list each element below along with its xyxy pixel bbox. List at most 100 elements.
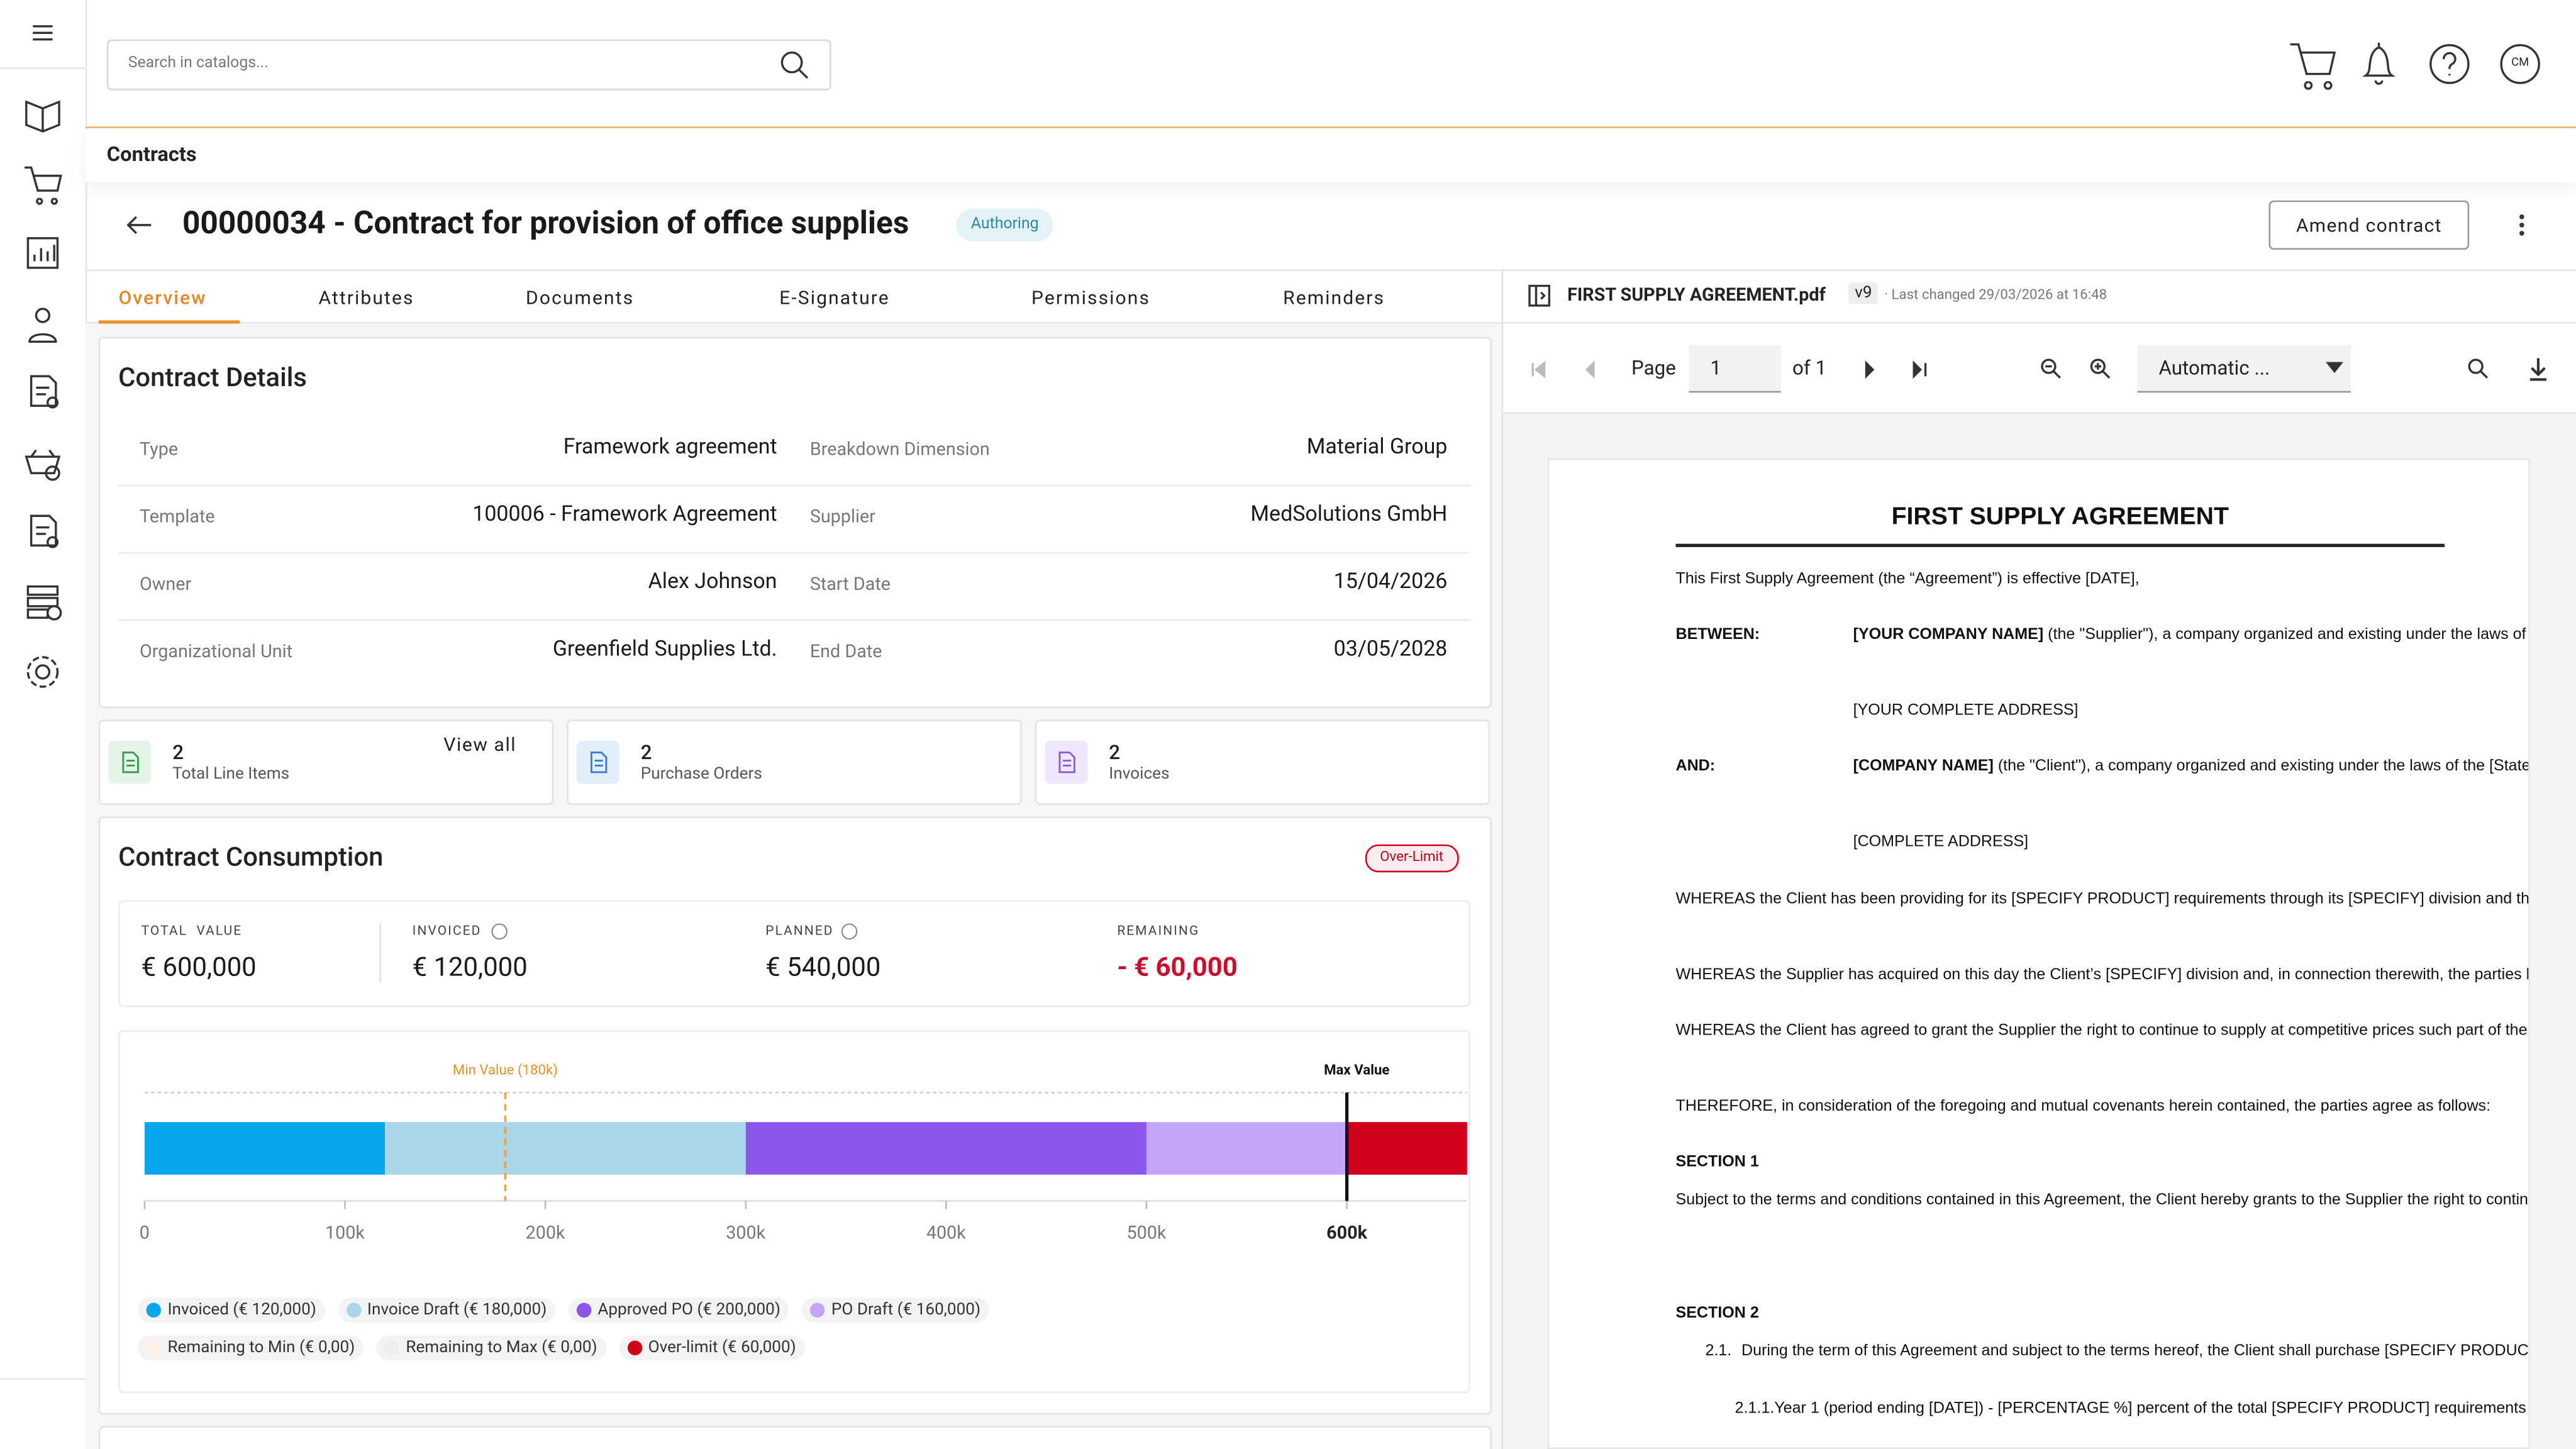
card-icon-glyph [122,751,139,774]
kpi-value: € 600,000 [141,951,257,983]
file-name: FIRST SUPPLY AGREEMENT.pdf [1567,284,1826,306]
more-menu[interactable] [2514,214,2530,240]
consumption-chart: 0 100k 200k 300k 400k 500k 600k Min Value (180k… [140,1062,1467,1244]
x-tick-label: 400k [926,1223,966,1244]
top-icons[interactable] [2284,40,2563,92]
field-label: Owner [140,573,192,595]
divider [85,322,1502,324]
info-icons[interactable] [489,921,884,941]
doc-title: FIRST SUPPLY AGREEMENT [1891,502,2229,531]
divider [379,923,382,983]
doc-recital: WHEREAS the Client has agreed to grant t… [1675,1021,2528,1040]
card-icon [576,741,619,784]
field-label: Organizational Unit [140,640,293,662]
kpi-value: € 120,000 [412,951,528,983]
active-tab-indicator [98,320,240,324]
legend-label: Remaining to Max (€ 0,00) [406,1338,597,1357]
doc-clause-text: During the term of this Agreement and su… [1741,1342,2529,1360]
doc-label: BETWEEN: [1675,626,1760,644]
legend-item[interactable]: Invoice Draft (€ 180,000) [337,1297,555,1323]
kpi-value: - € 60,000 [1117,951,1238,983]
doc-party: [COMPANY NAME] (the "Client"), a company… [1853,757,2529,776]
tab[interactable]: E-Signature [779,286,890,309]
last-changed: · Last changed 29/03/2026 at 16:48 [1884,287,2107,304]
kpi-box [118,900,1470,1008]
field-label: Template [140,506,215,528]
legend-item[interactable]: Remaining to Max (€ 0,00) [376,1335,606,1360]
user-initials[interactable]: CM [2511,55,2529,69]
legend-item[interactable]: Approved PO (€ 200,000) [568,1297,789,1323]
field-label: Breakdown Dimension [809,438,990,460]
page-input[interactable]: 1 [1689,345,1781,393]
legend-item[interactable]: PO Draft (€ 160,000) [801,1297,989,1323]
doc-party-name: [COMPANY NAME] [1853,757,1994,775]
divider [118,619,791,621]
page-title: 00000034 - Contract for provision of off… [182,203,909,242]
kpi-label: REMAINING [1117,923,1200,938]
card-icon-glyph [1058,751,1075,774]
field-value: Framework agreement [563,435,777,460]
amend-button[interactable]: Amend contract [2268,200,2470,250]
legend-swatch [146,1340,161,1356]
divider [118,484,791,487]
field-value: 15/04/2026 [1333,570,1448,595]
search-box[interactable] [106,39,831,91]
tab[interactable]: Attributes [318,286,414,309]
doc-intro: This First Supply Agreement (the “Agreem… [1675,570,2140,589]
divider [0,67,86,69]
legend-item[interactable]: Over-limit (€ 60,000) [618,1335,804,1360]
breadcrumb[interactable]: Contracts [106,143,197,168]
field-value: Alex Johnson [648,570,777,595]
x-tick-label: 600k [1326,1223,1367,1244]
card-link[interactable]: View all [443,733,517,756]
legend-swatch [576,1302,591,1318]
card-count: 2 [1109,741,1121,764]
divider [0,1378,86,1380]
card-title: Contract Consumption [118,841,384,873]
sidebar-icons[interactable] [0,0,86,723]
card-label: Purchase Orders [640,765,762,784]
next-card [98,1426,1492,1449]
zoom-value: Automatic ... [2158,356,2270,380]
legend-swatch [345,1302,361,1318]
tab[interactable]: Documents [526,286,635,309]
summary-card [98,719,554,805]
divider [790,552,1470,554]
doc-section-text: Subject to the terms and conditions cont… [1675,1191,2528,1209]
doc-label: AND: [1675,757,1716,775]
doc-party-name: [YOUR COMPANY NAME] [1853,626,2044,644]
legend-swatch [384,1340,399,1356]
legend-label: Approved PO (€ 200,000) [597,1301,780,1319]
accent-line [85,126,2576,128]
doc-party-text: (the "Client"), a company organized and … [1997,757,2530,775]
card-label: Total Line Items [172,765,290,784]
legend: Invoiced (€ 120,000) Invoice Draft (€ 180… [138,1297,1025,1360]
zoom-select[interactable] [2137,345,2351,393]
dropdown-arrow[interactable] [2326,362,2343,375]
doc-clause-text: Year 1 (period ending [DATE]) - [PERCENT… [1774,1399,2528,1418]
card-icon-glyph [590,751,608,774]
pdf-toolbar-icons[interactable] [1519,348,2571,391]
card-count: 2 [172,741,184,764]
card-label: Invoices [1109,765,1170,784]
field-label: Start Date [809,573,891,595]
x-tick-label: 0 [140,1223,150,1244]
field-value: Material Group [1306,435,1448,460]
tab[interactable]: Overview [118,286,207,309]
doc-section-title: SECTION 1 [1675,1153,1759,1172]
search-icon[interactable] [772,46,815,86]
tab[interactable]: Permissions [1031,286,1151,309]
min-value-label: Min Value (180k) [453,1062,558,1078]
field-label: Supplier [809,506,875,528]
legend-label: Over-limit (€ 60,000) [648,1338,796,1357]
back-arrow[interactable] [125,214,155,237]
tab[interactable]: Reminders [1283,286,1385,309]
field-value: MedSolutions GmbH [1250,502,1448,528]
legend-item[interactable]: Invoiced (€ 120,000) [138,1297,325,1323]
legend-item[interactable]: Remaining to Min (€ 0,00) [138,1335,364,1360]
doc-party: [YOUR COMPANY NAME] (the "Supplier"), a … [1853,626,2529,645]
panel-icon[interactable] [1528,284,1551,308]
doc-recital: WHEREAS the Client has been providing fo… [1675,890,2530,909]
card-title: Contract Details [118,361,307,393]
